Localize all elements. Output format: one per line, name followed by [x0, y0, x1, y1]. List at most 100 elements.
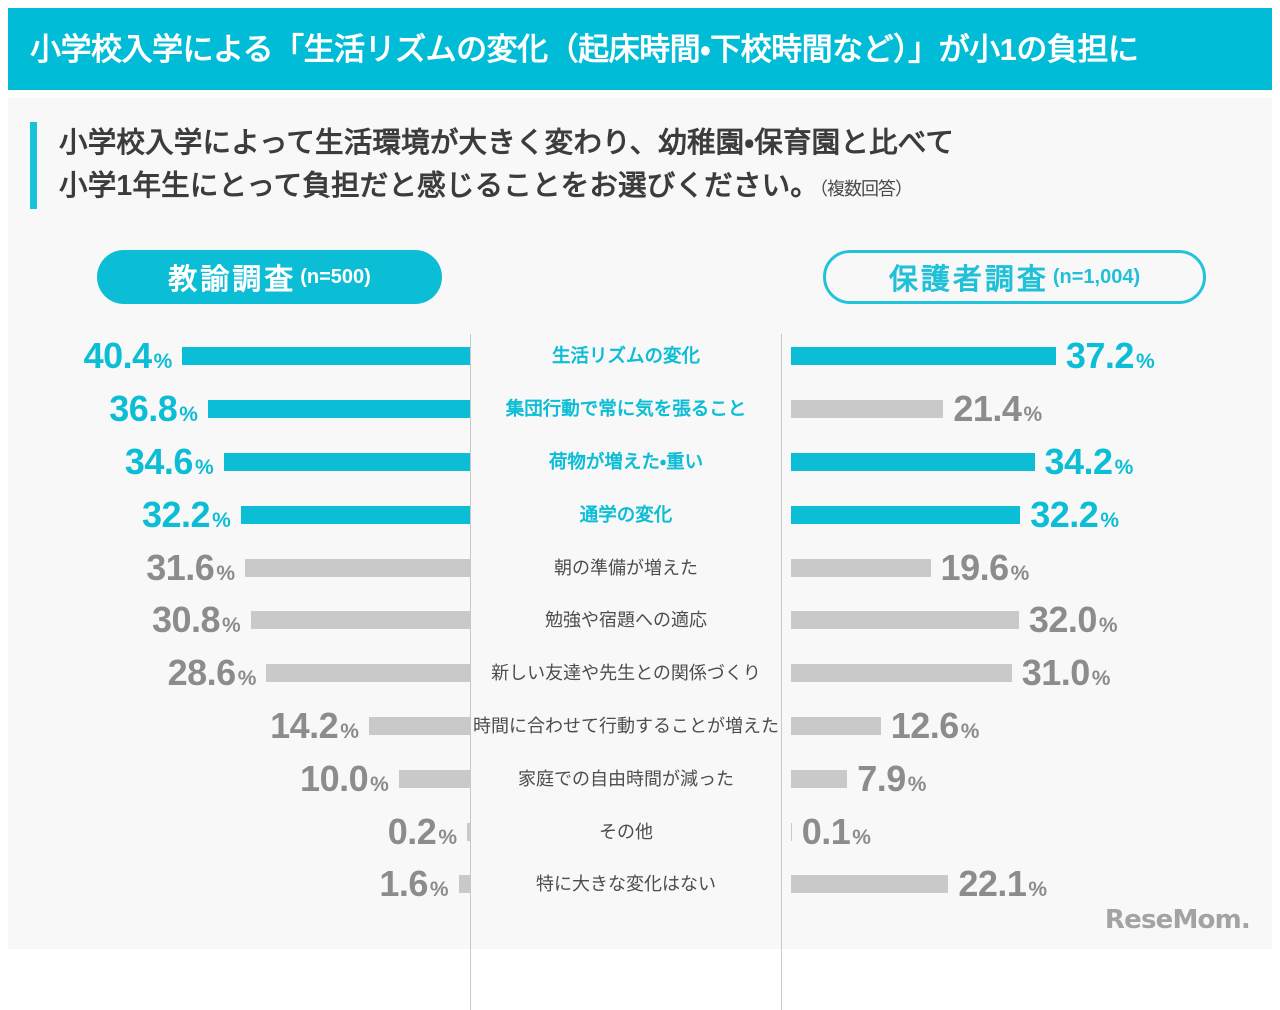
teacher-survey-number: 32.2: [141, 493, 211, 535]
teacher-survey-bar-group: 28.6%: [8, 647, 470, 700]
resemom-logo: ReseMom.: [1104, 905, 1251, 935]
teacher-survey-value: 14.2%: [270, 704, 359, 746]
guardian-survey-number: 31.0: [1021, 652, 1091, 694]
teacher-survey-percent-sign: %: [237, 667, 257, 691]
category-label-text: 時間に合わせて行動することが増えた: [473, 715, 779, 736]
guardian-survey-number: 19.6: [940, 546, 1010, 588]
guardian-survey-number: 7.9: [857, 757, 906, 799]
category-label: 勉強や宿題への適応: [471, 594, 781, 647]
category-label-text: 朝の準備が増えた: [554, 557, 698, 578]
legend-teacher-survey: 教諭調査 (n=500): [97, 250, 442, 304]
teacher-survey-bar-group: 40.4%: [8, 330, 470, 383]
survey-question: 小学校入学によって生活環境が大きく変わり、幼稚園・保育園と比べて 小学1年生にと…: [30, 122, 954, 209]
guardian-survey-number: 21.4: [953, 388, 1022, 430]
legend-guardian-survey: 保護者調査 (n=1,004): [823, 250, 1206, 304]
legend-guardian-title: 保護者調査: [888, 264, 1049, 296]
chart-row: 32.2% 通学の変化 32.2%: [8, 488, 1272, 541]
category-label-text: 家庭での自由時間が減った: [518, 768, 734, 789]
teacher-survey-bar-group: 32.2%: [8, 488, 470, 541]
guardian-survey-bar: [791, 400, 944, 419]
category-label-text: 集団行動で常に気を張ること: [505, 397, 747, 419]
guardian-survey-value: 12.6%: [890, 704, 980, 746]
teacher-survey-value: 40.4%: [84, 338, 173, 374]
category-label-text: 通学の変化: [579, 503, 673, 525]
teacher-survey-bar: [458, 875, 470, 894]
guardian-survey-number: 32.0: [1028, 599, 1098, 641]
chart-row: 0.2% その他 0.1%: [8, 805, 1272, 858]
teacher-survey-value: 30.8%: [152, 602, 241, 638]
teacher-survey-bar-group: 36.8%: [8, 383, 470, 436]
teacher-survey-value: 36.8%: [109, 391, 198, 427]
guardian-survey-bar: [791, 875, 949, 894]
legend-guardian-sample-size: (n=1,004): [1052, 265, 1141, 288]
page-title: 小学校入学による「生活リズムの変化（起床時間・下校時間など）」が小1の負担に: [30, 31, 1139, 67]
teacher-survey-percent-sign: %: [429, 878, 449, 902]
guardian-survey-value: 31.0%: [1022, 655, 1111, 691]
guardian-survey-number: 0.1: [801, 810, 851, 852]
guardian-survey-value: 21.4%: [953, 391, 1042, 427]
survey-question-lines: 小学校入学によって生活環境が大きく変わり、幼稚園・保育園と比べて 小学1年生にと…: [59, 122, 954, 209]
guardian-survey-bar-group: 22.1%: [782, 858, 1272, 911]
teacher-survey-bar: [240, 505, 470, 524]
butterfly-bar-chart: 40.4% 生活リズムの変化 37.2% 36.8% 集団行動で常に気を張ること 21.4…: [8, 330, 1272, 1010]
guardian-survey-value: 32.2%: [1030, 496, 1120, 533]
teacher-survey-bar-group: 1.6%: [8, 858, 470, 911]
teacher-survey-bar-group: 14.2%: [8, 700, 470, 753]
guardian-survey-percent-sign: %: [1100, 508, 1120, 532]
guardian-survey-bar: [791, 558, 931, 577]
guardian-survey-percent-sign: %: [1098, 614, 1118, 638]
guardian-survey-number: 12.6: [890, 704, 960, 746]
category-label: 特に大きな変化はない: [471, 858, 781, 911]
teacher-survey-number: 40.4: [83, 335, 153, 377]
survey-question-line-2: 小学1年生にとって負担だと感じることをお選びください。（複数回答）: [59, 165, 954, 208]
teacher-survey-number: 14.2: [270, 704, 339, 746]
guardian-survey-bar: [791, 664, 1012, 683]
category-label-text: 特に大きな変化はない: [536, 874, 716, 895]
guardian-survey-bar-group: 21.4%: [782, 383, 1272, 436]
guardian-survey-value: 19.6%: [940, 546, 1030, 588]
teacher-survey-value: 28.6%: [168, 655, 257, 691]
guardian-survey-bar-group: 31.0%: [782, 647, 1272, 700]
divider-right: [781, 334, 782, 1010]
guardian-survey-percent-sign: %: [1135, 350, 1155, 374]
category-label: 集団行動で常に気を張ること: [471, 383, 781, 436]
teacher-survey-number: 34.6: [124, 440, 194, 482]
guardian-survey-bar-group: 34.2%: [782, 436, 1272, 489]
teacher-survey-bar: [266, 664, 470, 683]
guardian-survey-bar-group: 19.6%: [782, 541, 1272, 594]
guardian-survey-bar-group: 7.9%: [782, 752, 1272, 805]
guardian-survey-bar: [791, 452, 1035, 471]
teacher-survey-bar-group: 10.0%: [8, 752, 470, 805]
teacher-survey-number: 28.6: [167, 652, 237, 694]
guardian-survey-bar-group: 37.2%: [782, 330, 1272, 383]
category-label-text: 生活リズムの変化: [551, 345, 700, 367]
guardian-survey-bar-group: 12.6%: [782, 700, 1272, 753]
teacher-survey-bar: [250, 611, 470, 630]
guardian-survey-bar-group: 0.1%: [782, 805, 1272, 858]
guardian-survey-bar: [791, 505, 1021, 524]
guardian-survey-percent-sign: %: [1114, 455, 1134, 479]
chart-row: 28.6% 新しい友達や先生との関係づくり 31.0%: [8, 647, 1272, 700]
chart-row: 34.6% 荷物が増えた・重い 34.2%: [8, 436, 1272, 489]
guardian-survey-percent-sign: %: [907, 772, 927, 796]
guardian-survey-value: 32.0%: [1029, 602, 1118, 638]
guardian-survey-number: 34.2: [1044, 440, 1114, 482]
teacher-survey-bar: [182, 347, 470, 366]
guardian-survey-value: 22.1%: [958, 866, 1047, 902]
category-label: 通学の変化: [471, 488, 781, 541]
teacher-survey-bar: [207, 400, 470, 419]
survey-question-line-1: 小学校入学によって生活環境が大きく変わり、幼稚園・保育園と比べて: [59, 127, 955, 159]
guardian-survey-value: 0.1%: [801, 810, 871, 852]
teacher-survey-bar-group: 30.8%: [8, 594, 470, 647]
legend-teacher-sample-size: (n=500): [300, 265, 371, 288]
guardian-survey-bar: [791, 822, 792, 841]
category-label-text: その他: [599, 821, 653, 842]
guardian-survey-bar: [791, 611, 1019, 630]
teacher-survey-value: 31.6%: [146, 549, 235, 586]
category-label: その他: [471, 805, 781, 858]
chart-row: 10.0% 家庭での自由時間が減った 7.9%: [8, 752, 1272, 805]
category-label: 生活リズムの変化: [471, 330, 781, 383]
category-label: 朝の準備が増えた: [471, 541, 781, 594]
teacher-survey-bar: [223, 452, 470, 471]
teacher-survey-bar: [398, 769, 470, 788]
